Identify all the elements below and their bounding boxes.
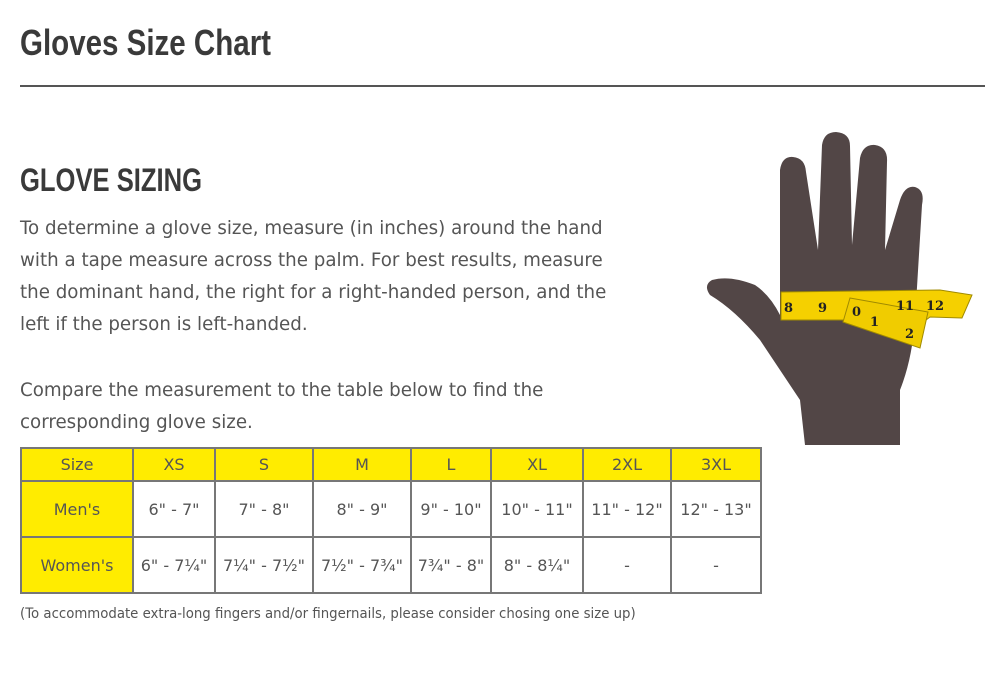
table-cell: 7" - 8" xyxy=(214,480,314,538)
tape-number: 11 xyxy=(896,299,914,314)
table-cell: 10" - 11" xyxy=(490,480,584,538)
tape-measure: 8 9 0 1 11 12 2 xyxy=(780,289,973,349)
divider xyxy=(20,85,985,87)
table-cell: - xyxy=(670,536,762,594)
table-cell: 7¾" - 8" xyxy=(410,536,492,594)
table-cell: 9" - 10" xyxy=(410,480,492,538)
table-cell: 6" - 7" xyxy=(132,480,216,538)
tape-number: 8 xyxy=(784,301,793,316)
row-label: Women's xyxy=(20,536,134,594)
header-cell: 2XL xyxy=(582,447,672,482)
table-header-row: Size XS S M L XL 2XL 3XL xyxy=(20,447,762,482)
tape-number: 0 xyxy=(852,305,861,320)
compare-paragraph: Compare the measurement to the table bel… xyxy=(20,379,544,433)
table-cell: 7¼" - 7½" xyxy=(214,536,314,594)
page-title: Gloves Size Chart xyxy=(20,22,272,63)
row-label: Men's xyxy=(20,480,134,538)
header-cell: XL xyxy=(490,447,584,482)
header-cell: XS xyxy=(132,447,216,482)
footnote: (To accommodate extra-long fingers and/o… xyxy=(20,606,636,622)
table-cell: - xyxy=(582,536,672,594)
table-cell: 6" - 7¼" xyxy=(132,536,216,594)
table-cell: 12" - 13" xyxy=(670,480,762,538)
header-cell: M xyxy=(312,447,412,482)
tape-number: 12 xyxy=(926,299,944,314)
instructions-paragraph: To determine a glove size, measure (in i… xyxy=(20,217,607,335)
hand-with-tape-measure-icon: 8 9 0 1 11 12 2 xyxy=(706,132,973,445)
table-cell: 8" - 8¼" xyxy=(490,536,584,594)
table-row: Men's 6" - 7" 7" - 8" 8" - 9" 9" - 10" 1… xyxy=(20,480,762,538)
section-heading: GLOVE SIZING xyxy=(20,162,203,198)
tape-number: 9 xyxy=(818,301,827,316)
header-cell: 3XL xyxy=(670,447,762,482)
size-table: Size XS S M L XL 2XL 3XL Men's 6" - 7" 7… xyxy=(20,447,762,594)
table-cell: 11" - 12" xyxy=(582,480,672,538)
table-row: Women's 6" - 7¼" 7¼" - 7½" 7½" - 7¾" 7¾"… xyxy=(20,536,762,594)
header-cell: L xyxy=(410,447,492,482)
table-cell: 8" - 9" xyxy=(312,480,412,538)
header-cell: Size xyxy=(20,447,134,482)
tape-number: 1 xyxy=(870,315,879,330)
tape-number: 2 xyxy=(905,327,914,342)
header-cell: S xyxy=(214,447,314,482)
table-cell: 7½" - 7¾" xyxy=(312,536,412,594)
